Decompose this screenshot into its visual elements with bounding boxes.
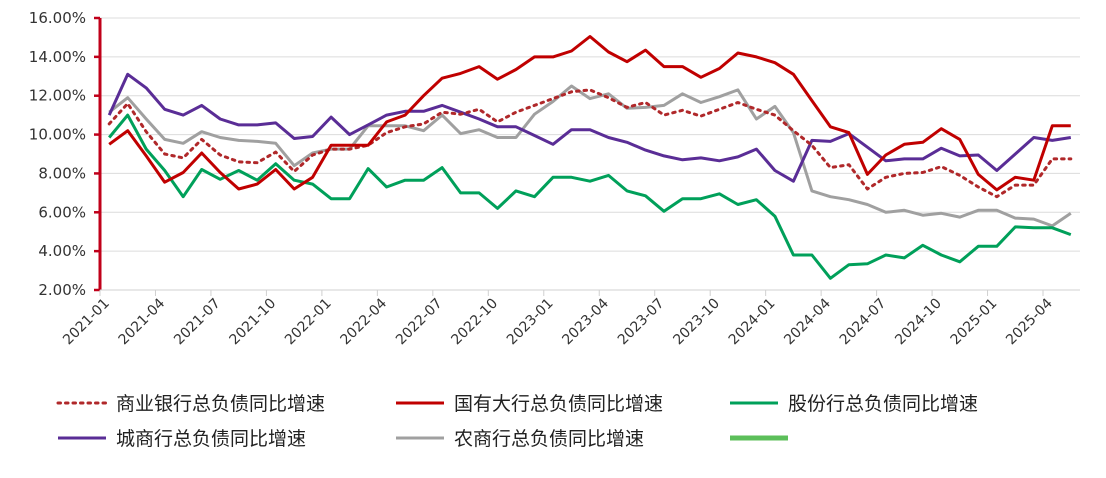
series-line-2 [108,113,1072,280]
series-line-4 [108,84,1072,228]
x-tick-label: 2022-01 [282,296,335,349]
series-line-0 [107,88,1073,199]
series-line-1 [108,35,1071,192]
x-tick-label: 2023-07 [615,296,668,349]
legend-label: 城商行总负债同比增速 [116,428,306,450]
y-tick-label: 4.00% [38,242,86,260]
series-line-3 [107,72,1072,183]
x-tick-label: 2022-10 [448,296,501,349]
legend-label: 股份行总负债同比增速 [788,393,978,415]
x-tick-label: 2025-01 [948,296,1001,349]
x-tick-label: 2024-07 [837,296,890,349]
x-tick-label: 2023-04 [559,295,612,348]
x-tick-label: 2023-01 [504,296,557,349]
legend-label: 国有大行总负债同比增速 [454,393,663,415]
y-tick-label: 6.00% [38,203,86,221]
x-tick-label: 2024-04 [781,295,834,348]
x-tick-label: 2024-10 [892,296,945,349]
y-tick-label: 10.00% [29,126,86,144]
x-tick-label: 2021-10 [227,296,280,349]
x-tick-label: 2022-04 [338,295,391,348]
x-tick-label: 2025-04 [1003,295,1056,348]
y-tick-label: 16.00% [29,9,86,27]
x-tick-label: 2022-07 [393,296,446,349]
y-tick-label: 8.00% [38,164,86,182]
x-tick-label: 2024-01 [726,296,779,349]
legend-label: 农商行总负债同比增速 [454,428,644,450]
y-tick-label: 14.00% [29,48,86,66]
y-tick-label: 12.00% [29,87,86,105]
y-tick-label: 2.00% [38,281,86,299]
x-tick-label: 2021-04 [116,295,169,348]
x-tick-label: 2021-07 [171,296,224,349]
x-tick-label: 2021-01 [60,296,113,349]
x-tick-label: 2023-10 [670,296,723,349]
legend-label: 商业银行总负债同比增速 [116,393,325,415]
